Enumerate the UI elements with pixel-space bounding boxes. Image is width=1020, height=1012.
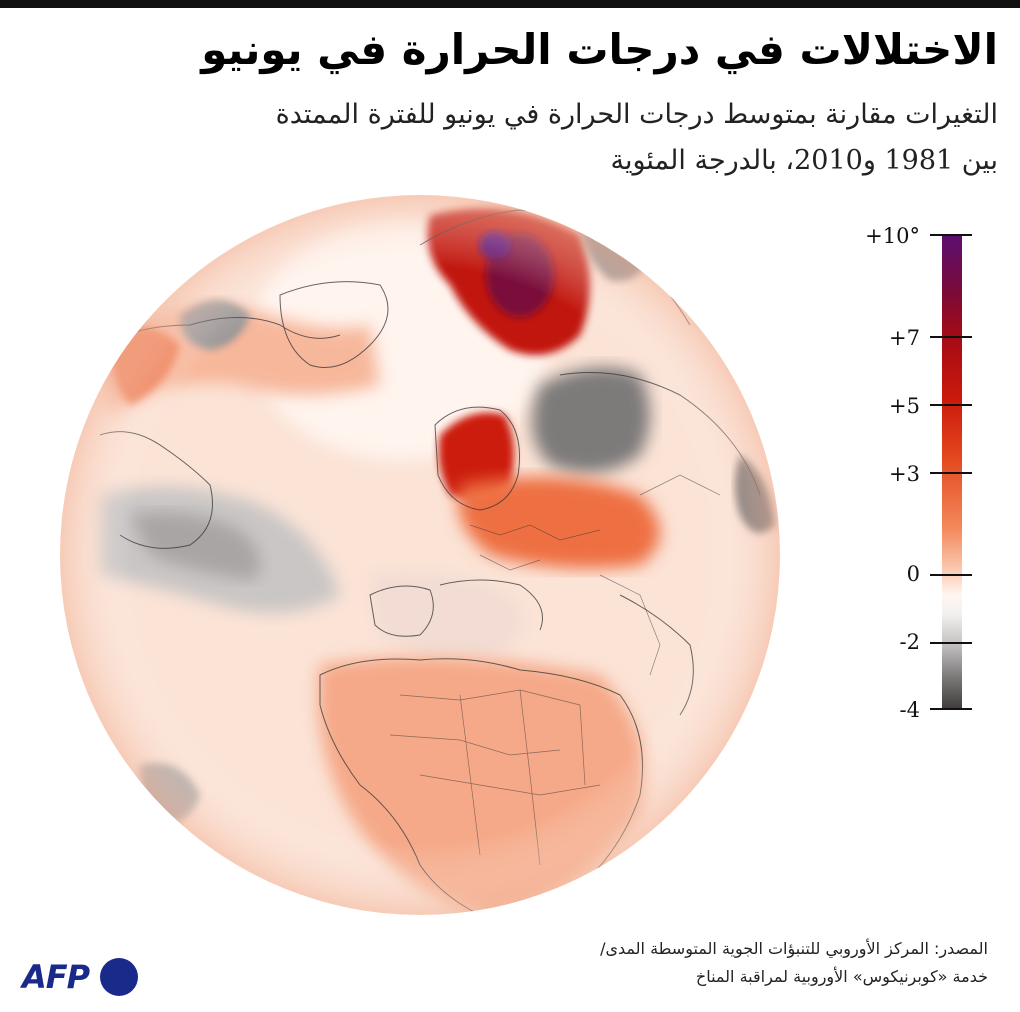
legend-label-7: +7 [889,326,920,350]
legend-tick-0 [930,574,972,576]
legend-tick-7 [930,336,972,338]
legend-label-10: +10° [865,224,920,248]
legend-label-3: +3 [889,462,920,486]
globe-svg [60,195,780,915]
legend-tick-10 [930,234,972,236]
afp-logo-dot [100,958,138,996]
legend-tick-minus-4 [930,708,972,710]
subtitle-line-2: بين 1981 و2010، بالدرجة المئوية [610,145,998,176]
afp-logo: AFP [22,955,152,999]
afp-logo-text: AFP [22,958,90,996]
source-line-2: خدمة «كوبرنيكوس» الأوروبية لمراقبة المنا… [695,967,988,986]
legend-tick-minus-2 [930,642,972,644]
map-subtitle: التغيرات مقارنة بمتوسط درجات الحرارة في … [98,92,998,184]
legend-label-0: 0 [906,562,920,586]
source-line-1: المصدر: المركز الأوروبي للتنبؤات الجوية … [600,939,988,958]
legend-tick-3 [930,472,972,474]
legend-label-minus-4: -4 [899,698,920,722]
color-legend: +10° +7 +5 +3 0 -2 -4 [860,222,1000,722]
legend-label-5: +5 [889,394,920,418]
globe-edge-shading [60,195,780,915]
map-title: الاختلالات في درجات الحرارة في يونيو [201,25,998,74]
legend-tick-5 [930,404,972,406]
subtitle-line-1: التغيرات مقارنة بمتوسط درجات الحرارة في … [275,99,998,130]
top-rule [0,0,1020,8]
source-credit: المصدر: المركز الأوروبي للتنبؤات الجوية … [228,935,988,991]
globe-map [40,175,800,935]
legend-label-minus-2: -2 [899,630,920,654]
